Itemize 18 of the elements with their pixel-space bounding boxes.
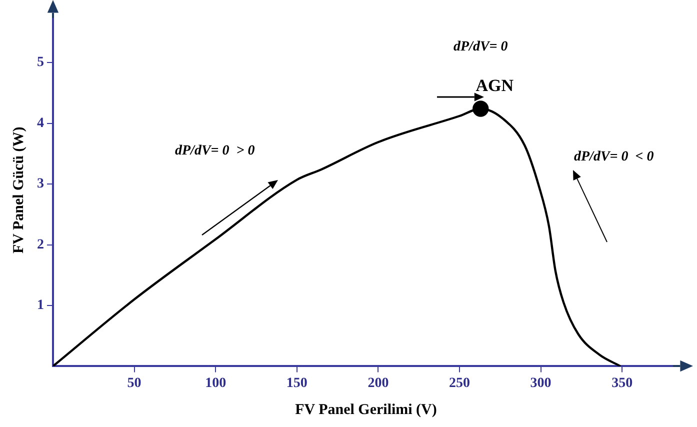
x-axis-title: FV Panel Gerilimi (V) xyxy=(295,402,437,418)
y-tick-label: 1 xyxy=(37,298,44,314)
y-tick-label: 3 xyxy=(37,176,44,192)
annotation: dP/dV= 0 < 0 xyxy=(574,150,654,165)
x-tick-label: 150 xyxy=(286,376,308,392)
y-tick-label: 5 xyxy=(37,55,44,70)
y-axis-title: FV Panel Gücü (W) xyxy=(10,126,27,254)
x-tick-label: 250 xyxy=(448,376,470,392)
annotation: dP/dV= 0 > 0 xyxy=(175,144,255,159)
x-tick-label: 100 xyxy=(205,376,226,392)
y-tick-label: 2 xyxy=(37,237,44,252)
x-tick-label: 300 xyxy=(530,376,552,392)
x-tick-label: 350 xyxy=(612,376,633,392)
annotation: dP/dV= 0 xyxy=(454,39,508,54)
annotation: AGN xyxy=(476,76,514,96)
y-tick-label: 4 xyxy=(37,116,44,131)
x-tick-label: 50 xyxy=(127,376,142,392)
x-tick-label: 200 xyxy=(368,376,389,392)
